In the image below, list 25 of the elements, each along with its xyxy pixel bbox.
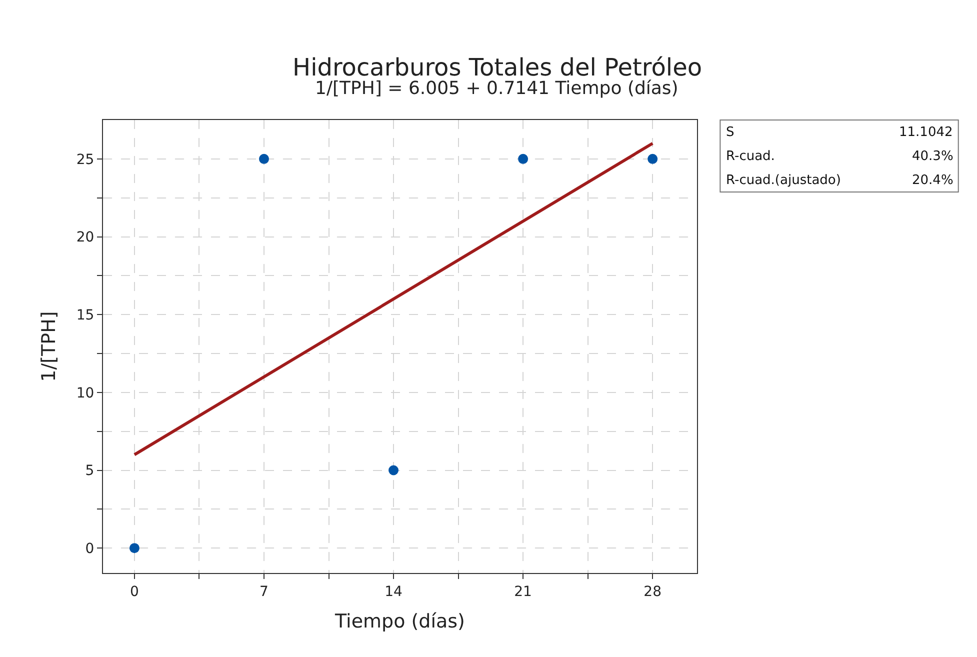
point [388,465,399,476]
x-tick-label: 0 [130,584,139,600]
y-tick-label: 10 [76,385,94,402]
x-tick-label: 7 [260,584,268,600]
point [258,154,269,164]
x-axis-title: Tiempo (días) [334,610,465,633]
point [648,154,658,164]
y-tick-label: 25 [76,152,94,168]
y-axis-title: 1/[TPH] [38,311,60,382]
text: S [726,125,734,140]
x-tick-label: 28 [644,584,662,600]
text: R-cuad. [726,149,775,164]
point [129,543,140,554]
text: 20.4% [912,173,954,188]
y-tick-label: 15 [76,307,94,324]
y-tick-label: 20 [76,230,94,246]
chart-subtitle: 1/[TPH] = 6.005 + 0.7141 Tiempo (días) [315,78,678,99]
text: R-cuad.(ajustado) [726,173,841,188]
text: 40.3% [912,149,954,164]
x-tick-label: 14 [384,584,403,600]
x-tick-label: 21 [514,584,532,600]
text: 11.1042 [899,125,953,140]
y-tick-label: 5 [85,463,94,480]
y-tick-label: 0 [85,540,94,557]
point [518,154,528,164]
